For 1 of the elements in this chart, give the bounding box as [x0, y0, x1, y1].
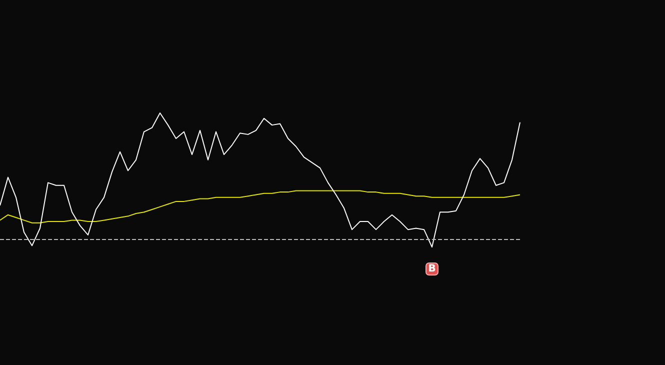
text: B [428, 264, 436, 274]
